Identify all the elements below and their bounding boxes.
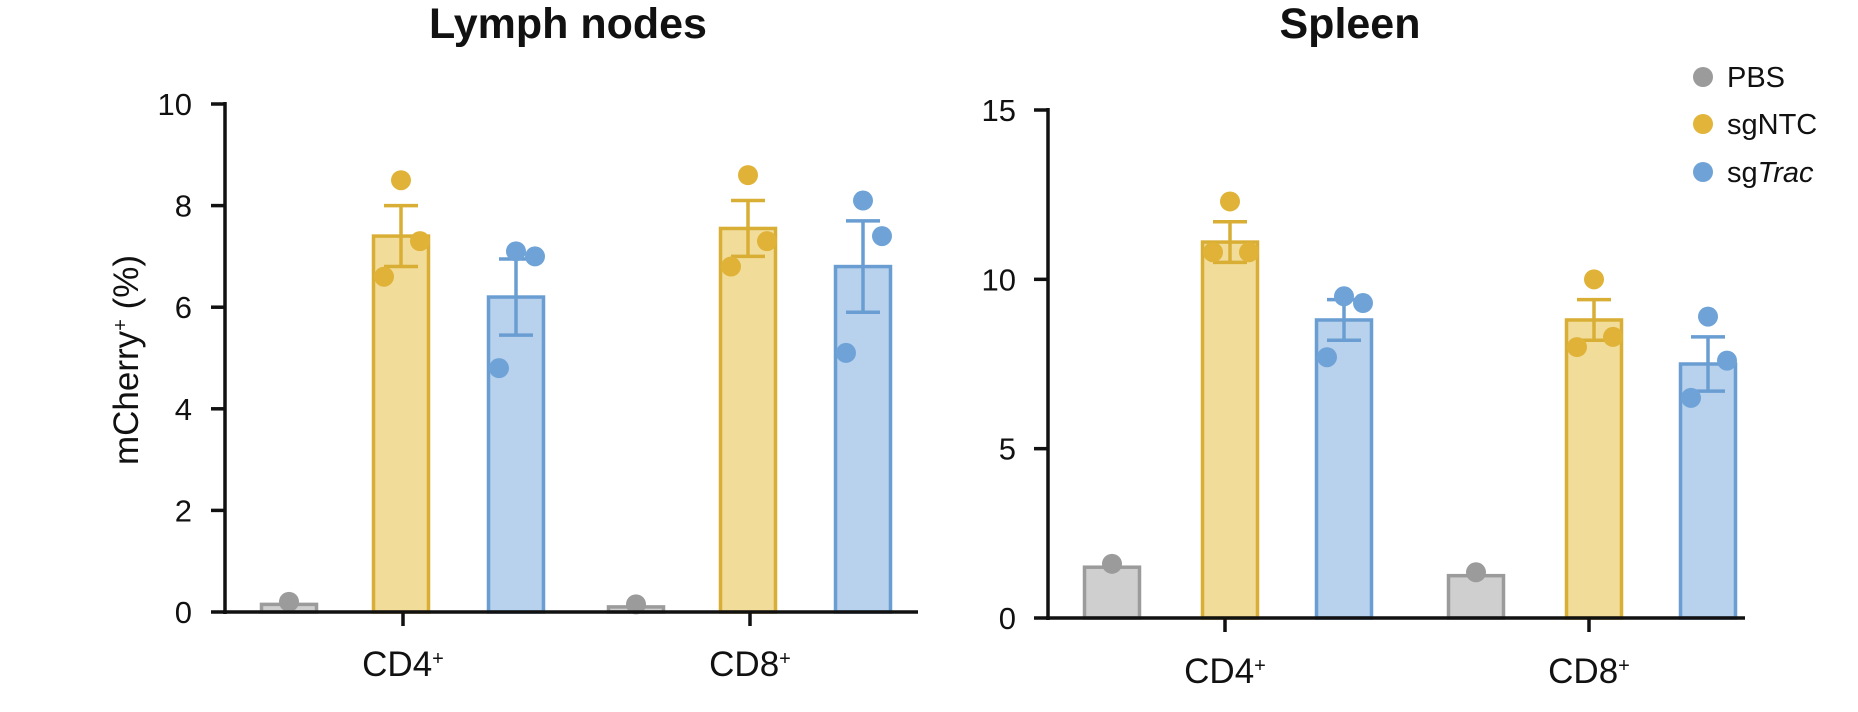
bar-sgntc-cd8 [1564,318,1624,620]
data-point-sgntc-cd4 [391,170,411,191]
bar-sgntc-cd8 [718,226,778,614]
panel-lymph-nodes: Lymph nodes mCherry+ (%) 0 2 4 6 8 10 CD4+ CD8+ [107,0,918,684]
error-bar-sgntc-cd8 [731,198,765,259]
legend-marker-sgntc [1693,114,1713,134]
y-tick-label: 10 [158,87,192,122]
y-tick-label: 4 [175,392,192,427]
data-point-sgntc-cd8 [757,231,777,252]
data-point-sgntc-cd8 [1567,337,1587,358]
x-tick-label-cd4: CD4+ [1184,652,1266,691]
y-tick-label: 15 [982,93,1016,128]
legend-label-sgtrac: sgTrac [1727,157,1814,189]
y-axis-label: mCherry+ (%) [107,255,146,465]
data-point-sgtrac-cd8 [872,226,892,247]
data-point-sgtrac-cd8 [1698,306,1718,327]
data-point-sgntc-cd8 [721,256,741,277]
data-point-sgtrac-cd4 [1353,293,1373,314]
error-bar-sgntc-cd4 [384,203,418,269]
data-point-pbs-cd4 [1102,553,1122,574]
bar-sgtrac-cd8 [833,264,893,614]
data-point-sgtrac-cd8 [1681,387,1701,408]
legend-marker-sgtrac [1693,162,1713,182]
x-tick-label-cd8: CD8+ [1548,652,1630,691]
data-point-sgtrac-cd8 [1717,350,1737,371]
data-point-sgtrac-cd8 [853,190,873,211]
data-point-pbs-cd8 [1466,562,1486,583]
data-point-sgtrac-cd8 [836,342,856,363]
data-point-sgntc-cd4 [1220,191,1240,212]
error-bar-sgntc-cd4 [1213,220,1247,265]
data-point-sgntc-cd4 [1203,242,1223,263]
bar-pbs-cd8 [1446,573,1506,620]
error-bar-sgtrac-cd8 [846,219,880,315]
x-tick-label-cd8: CD8+ [709,645,791,684]
bar-pbs-cd4 [1082,565,1142,620]
data-point-sgntc-cd4 [1239,242,1259,263]
data-point-sgtrac-cd4 [1334,286,1354,307]
y-tick-label: 2 [175,493,192,528]
bar-sgntc-cd4 [371,234,431,614]
panel-title-spleen: Spleen [1280,0,1421,48]
y-tick-label: 8 [175,189,192,224]
data-point-sgtrac-cd4 [506,241,526,262]
data-point-sgntc-cd8 [738,165,758,186]
y-tick-label: 0 [999,601,1016,636]
data-point-sgtrac-cd4 [1317,347,1337,368]
y-tick-label: 0 [175,595,192,630]
bar-sgntc-cd4 [1200,240,1260,620]
bar-sgtrac-cd4 [486,295,546,614]
bar-sgtrac-cd4 [1314,318,1374,620]
data-point-sgntc-cd4 [410,231,430,252]
y-tick-label: 10 [982,262,1016,297]
legend-label-sgntc: sgNTC [1727,109,1817,141]
data-point-sgtrac-cd4 [489,358,509,379]
data-point-sgtrac-cd4 [525,246,545,267]
data-point-pbs-cd8 [626,594,646,615]
data-point-sgntc-cd8 [1584,269,1604,290]
legend-label-pbs: PBS [1727,62,1785,94]
x-tick-label-cd4: CD4+ [362,645,444,684]
legend-marker-pbs [1693,67,1713,87]
panel-spleen: Spleen 0 5 10 15 CD4+ CD8+ [982,0,1745,691]
legend: PBS sgNTC sgTrac [1693,62,1817,189]
panel-title-lymph-nodes: Lymph nodes [429,0,707,48]
data-point-sgntc-cd4 [374,266,394,287]
data-point-sgntc-cd8 [1603,326,1623,347]
data-point-pbs-cd4 [279,591,299,612]
y-tick-label: 5 [999,432,1016,467]
y-tick-label: 6 [175,290,192,325]
